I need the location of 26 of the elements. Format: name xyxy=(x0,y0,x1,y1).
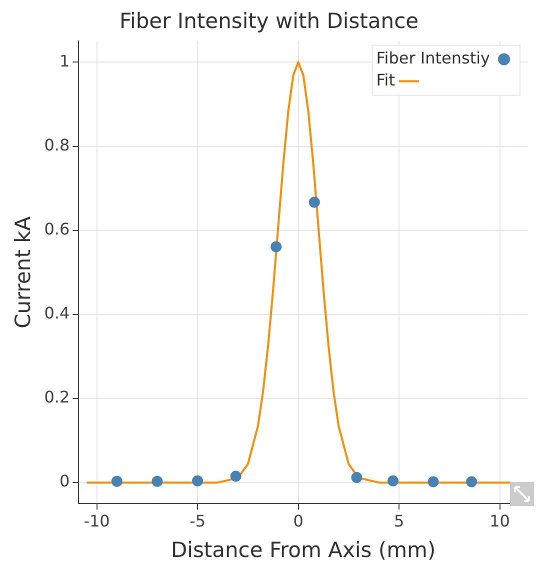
y-tick-label: 0.4 xyxy=(44,304,70,323)
point xyxy=(230,470,242,482)
point xyxy=(308,196,320,208)
point xyxy=(152,476,163,487)
x-tick-label: 5 xyxy=(394,511,404,530)
y-tick-label: 0.6 xyxy=(44,220,70,239)
point xyxy=(270,241,282,252)
y-tick-label: 0.8 xyxy=(44,135,70,154)
y-tick-label: 0.2 xyxy=(44,388,70,407)
legend-label: Fiber Intenstiy xyxy=(376,48,490,68)
y-axis-title: Current kA xyxy=(11,216,36,328)
x-tick-label: 0 xyxy=(293,511,304,530)
chart-title: Fiber Intensity with Distance xyxy=(119,9,419,34)
point xyxy=(351,472,362,484)
x-tick-label: -5 xyxy=(190,511,206,530)
legend-label: Fit xyxy=(376,70,395,90)
y-tick-label: 1 xyxy=(59,51,70,70)
point xyxy=(192,475,204,486)
point xyxy=(387,475,398,486)
x-axis-title: Distance From Axis (mm) xyxy=(170,538,436,562)
x-tick-label: -10 xyxy=(84,511,110,530)
y-tick-label: 0 xyxy=(59,472,70,491)
point xyxy=(466,476,478,488)
point xyxy=(111,476,122,487)
x-tick-label: 10 xyxy=(490,511,510,530)
point xyxy=(428,476,439,488)
